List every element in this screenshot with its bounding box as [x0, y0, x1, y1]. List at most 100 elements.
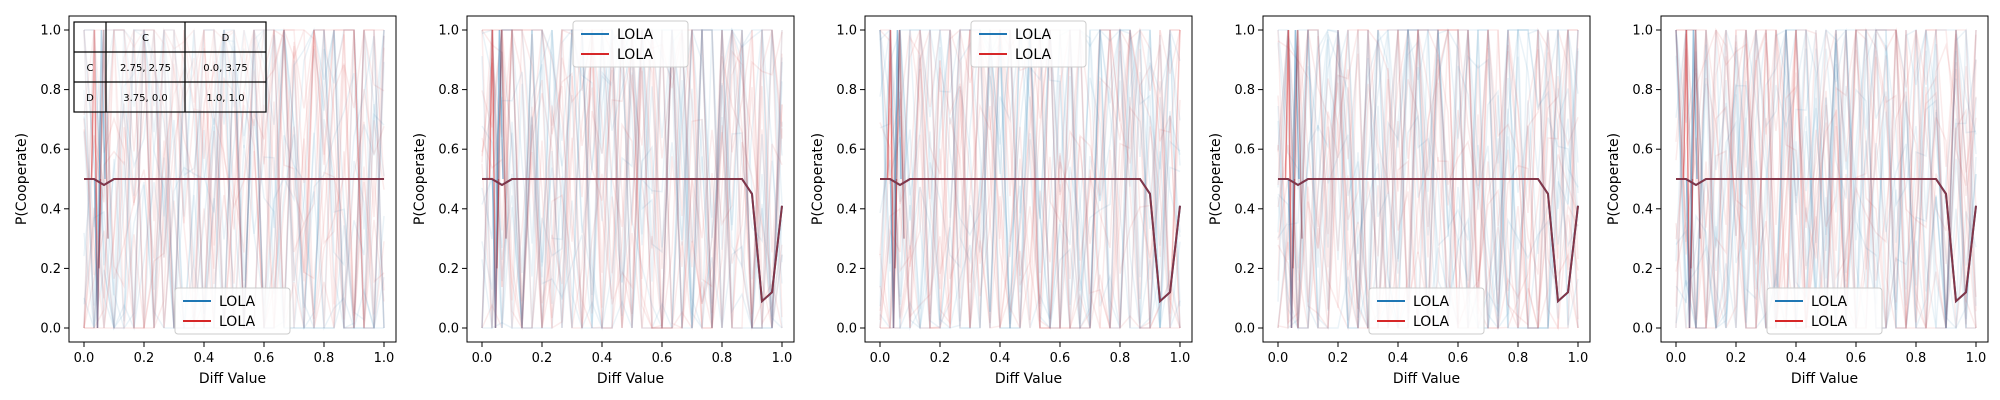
x-tick-label: 0.0: [1666, 351, 1687, 366]
x-tick-label: 1.0: [1170, 351, 1191, 366]
background-line: [1277, 29, 1579, 329]
series-line-red: [1676, 178, 1977, 304]
background-line: [879, 29, 1181, 329]
x-tick-label: 0.6: [1846, 351, 1867, 366]
background-line: [879, 29, 1181, 329]
series-line-red: [84, 178, 384, 187]
background-line: [1277, 28, 1579, 329]
axes-frame: [68, 15, 397, 343]
legend-box: [1368, 287, 1485, 335]
y-tick-label: 0.2: [1632, 262, 1653, 277]
background-line: [1277, 29, 1579, 329]
background-line: [1277, 29, 1579, 329]
background-line: [1676, 27, 1977, 329]
background-trajectories: [1675, 27, 1977, 331]
background-line: [1676, 29, 1977, 329]
chart-panel-4: 0.0 0.2 0.4 0.6 0.8 1.0 0.0 0.2 0.4 0.6 0.8 1.0 Diff…: [1208, 15, 1591, 387]
y-tick-label: 0.2: [836, 262, 857, 277]
background-line: [1675, 29, 1977, 329]
x-tick-label: 0.2: [1328, 351, 1349, 366]
x-tick-label: 0.6: [1448, 351, 1469, 366]
background-line: [481, 29, 783, 331]
legend-label: LOLA: [617, 47, 653, 63]
table-header-cell: D: [222, 33, 230, 44]
background-line: [1675, 29, 1977, 329]
background-line: [83, 29, 384, 329]
background-line: [481, 28, 783, 330]
x-tick-label: 1.0: [1966, 351, 1987, 366]
background-line: [880, 29, 1180, 329]
background-line: [1277, 29, 1578, 331]
y-tick-label: 0.4: [438, 202, 459, 217]
legend: LOLA LOLA: [970, 20, 1087, 68]
x-axis-label: Diff Value: [1791, 371, 1858, 387]
background-line: [1675, 29, 1977, 329]
spike-line: [1682, 29, 1694, 329]
chart-panel-1: 0.0 0.2 0.4 0.6 0.8 1.0 0.0 0.2 0.4 0.6 0.8 1.0 Diff…: [14, 15, 397, 387]
x-tick-label: 0.6: [1050, 351, 1071, 366]
table-cell: C: [87, 63, 94, 74]
background-line: [83, 29, 385, 329]
y-tick-label: 0.0: [1234, 322, 1255, 337]
background-line: [1277, 29, 1579, 330]
background-line: [481, 29, 783, 329]
y-tick-label: 0.6: [1234, 143, 1255, 158]
x-tick-label: 0.4: [194, 351, 215, 366]
background-line: [84, 29, 385, 329]
chart-panel-2: 0.0 0.2 0.4 0.6 0.8 1.0 0.0 0.2 0.4 0.6 0.8 1.0 Diff…: [412, 15, 795, 387]
background-line: [481, 28, 783, 331]
axes-frame: [864, 15, 1193, 343]
spike-line: [90, 29, 102, 329]
background-line: [83, 29, 385, 330]
background-line: [1675, 29, 1977, 329]
axes-frame: [466, 15, 795, 343]
y-tick-label: 0.0: [40, 322, 61, 337]
table-header-cell: C: [142, 33, 149, 44]
spike-line: [1287, 29, 1300, 329]
background-line: [481, 27, 783, 331]
x-axis-label: Diff Value: [995, 371, 1062, 387]
y-tick-label: 0.8: [40, 83, 61, 98]
background-line: [879, 28, 1181, 329]
legend-label: LOLA: [617, 27, 653, 43]
background-line: [879, 27, 1181, 329]
spike-line: [98, 29, 109, 269]
background-line: [83, 28, 385, 329]
background-line: [1277, 29, 1579, 330]
spike-line: [496, 29, 507, 269]
legend: LOLA LOLA: [1766, 287, 1883, 335]
background-line: [1277, 29, 1579, 329]
background-line: [83, 29, 385, 329]
background-line: [1675, 29, 1977, 329]
background-line: [1277, 29, 1579, 329]
background-line: [879, 29, 1181, 329]
series-line-red: [880, 178, 1181, 304]
y-tick-label: 0.8: [836, 83, 857, 98]
y-tick-label: 0.6: [1632, 143, 1653, 158]
background-trajectories: [1277, 27, 1579, 331]
background-line: [1277, 29, 1579, 329]
spike-line: [1292, 29, 1303, 269]
legend: LOLA LOLA: [174, 287, 291, 335]
y-tick-label: 0.2: [438, 262, 459, 277]
legend-box: [174, 287, 291, 335]
legend-box: [970, 20, 1087, 68]
background-line: [1675, 29, 1977, 329]
table-cell: 1.0, 1.0: [206, 93, 244, 104]
legend-label: LOLA: [219, 294, 255, 310]
spike-line: [886, 29, 898, 329]
background-line: [481, 29, 783, 329]
background-line: [83, 29, 385, 329]
background-line: [1277, 27, 1579, 329]
background-line: [879, 29, 1181, 329]
y-axis-label: P(Cooperate): [412, 133, 428, 225]
x-tick-label: 1.0: [772, 351, 793, 366]
y-tick-label: 0.2: [40, 262, 61, 277]
x-tick-label: 0.6: [652, 351, 673, 366]
background-line: [1675, 29, 1977, 329]
background-line: [481, 28, 783, 329]
x-tick-label: 0.2: [532, 351, 553, 366]
legend-label: LOLA: [1811, 294, 1847, 310]
background-line: [879, 29, 1181, 330]
y-tick-label: 1.0: [836, 24, 857, 39]
